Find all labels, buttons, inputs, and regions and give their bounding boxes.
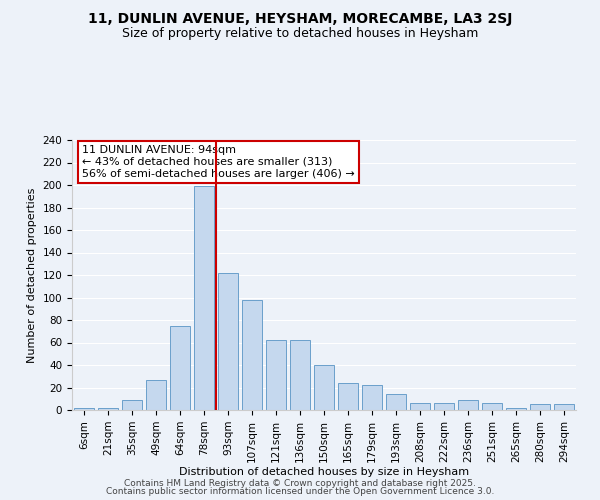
Bar [194, 186, 214, 410]
Bar [122, 400, 142, 410]
Bar [170, 326, 190, 410]
Bar [314, 365, 334, 410]
Bar [554, 404, 574, 410]
Bar [434, 403, 454, 410]
Bar [530, 404, 550, 410]
Text: Contains HM Land Registry data © Crown copyright and database right 2025.: Contains HM Land Registry data © Crown c… [124, 478, 476, 488]
Bar [242, 300, 262, 410]
Bar [218, 273, 238, 410]
Bar [338, 383, 358, 410]
Text: 11 DUNLIN AVENUE: 94sqm
← 43% of detached houses are smaller (313)
56% of semi-d: 11 DUNLIN AVENUE: 94sqm ← 43% of detache… [82, 146, 355, 178]
Text: Contains public sector information licensed under the Open Government Licence 3.: Contains public sector information licen… [106, 487, 494, 496]
Text: Size of property relative to detached houses in Heysham: Size of property relative to detached ho… [122, 28, 478, 40]
Bar [266, 340, 286, 410]
X-axis label: Distribution of detached houses by size in Heysham: Distribution of detached houses by size … [179, 468, 469, 477]
Bar [290, 340, 310, 410]
Bar [362, 385, 382, 410]
Bar [98, 408, 118, 410]
Bar [386, 394, 406, 410]
Bar [146, 380, 166, 410]
Y-axis label: Number of detached properties: Number of detached properties [27, 188, 37, 362]
Bar [410, 403, 430, 410]
Bar [458, 400, 478, 410]
Bar [74, 408, 94, 410]
Bar [482, 403, 502, 410]
Bar [506, 408, 526, 410]
Text: 11, DUNLIN AVENUE, HEYSHAM, MORECAMBE, LA3 2SJ: 11, DUNLIN AVENUE, HEYSHAM, MORECAMBE, L… [88, 12, 512, 26]
